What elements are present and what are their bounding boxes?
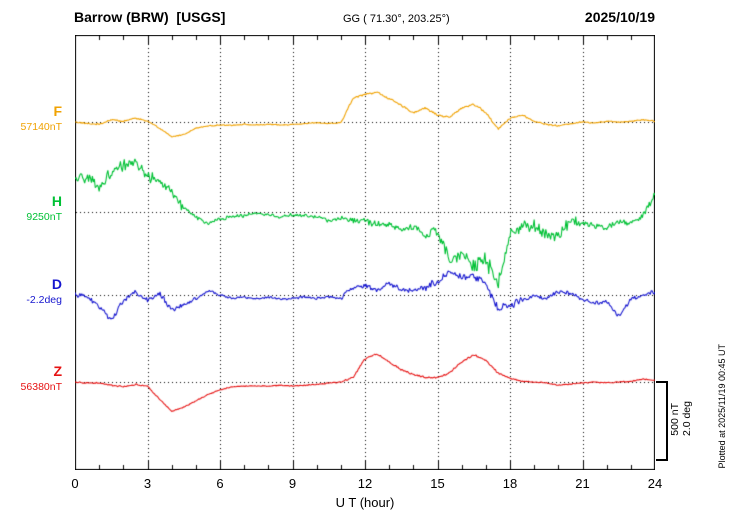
series-label-D: D -2.2deg <box>0 277 62 306</box>
series-letter-D: D <box>51 276 62 293</box>
x-tick-label-6: 6 <box>216 476 224 491</box>
series-label-F: F 57140nT <box>0 104 62 133</box>
x-tick-label-12: 12 <box>357 476 373 491</box>
scale-bar-labels: 500 nT 2.0 deg <box>669 376 693 462</box>
plot-date: 2025/10/19 <box>584 9 655 25</box>
series-value-H: 9250nT <box>26 211 62 224</box>
x-axis-title: U T (hour) <box>335 495 395 510</box>
geographic-coords-label: GG ( 71.30°, 203.25°) <box>343 13 450 25</box>
series-letter-Z: Z <box>53 363 62 380</box>
scale-label-deg: 2.0 deg <box>681 401 693 437</box>
plotted-at-label: Plotted at 2025/11/19 00:45 UT <box>717 343 727 468</box>
series-letter-F: F <box>53 103 62 119</box>
x-tick-label-3: 3 <box>143 476 152 491</box>
x-tick-label-21: 21 <box>575 476 590 491</box>
series-value-D: -2.2deg <box>26 294 62 307</box>
x-tick-label-15: 15 <box>430 476 445 491</box>
series-value-F: 57140nT <box>20 121 62 133</box>
station-title: Barrow (BRW) [USGS] <box>74 9 226 25</box>
series-letter-H: H <box>51 193 62 210</box>
series-label-H: H 9250nT <box>0 194 62 223</box>
x-tick-label-18: 18 <box>502 476 518 491</box>
x-tick-label-9: 9 <box>288 476 297 491</box>
series-label-Z: Z 56380nT <box>0 364 62 393</box>
scale-label-nt: 500 nT <box>669 402 681 436</box>
scale-bar-bracket <box>656 381 668 461</box>
x-tick-label-0: 0 <box>71 476 79 491</box>
plot-canvas <box>75 35 655 470</box>
x-tick-label-24: 24 <box>647 476 663 491</box>
series-value-Z: 56380nT <box>20 381 62 394</box>
